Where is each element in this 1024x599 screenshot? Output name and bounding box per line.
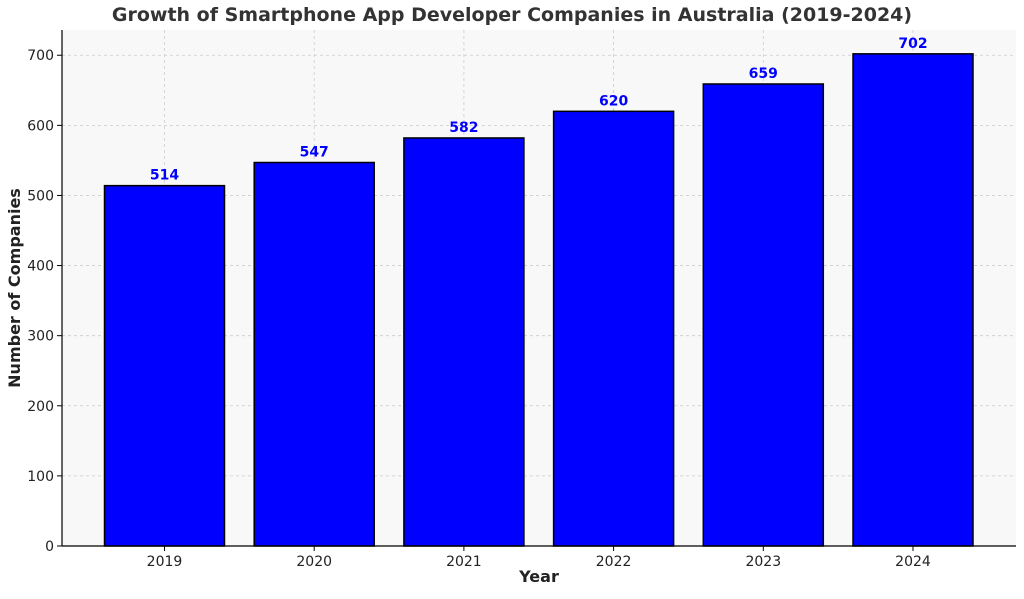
x-tick-label: 2020 — [296, 554, 332, 570]
bar-2019 — [103, 184, 226, 547]
x-tick-label: 2019 — [147, 554, 183, 570]
bar-2020 — [253, 161, 375, 547]
y-tick-label: 400 — [27, 259, 54, 275]
data-label-2023: 659 — [749, 66, 778, 82]
data-label-2022: 620 — [599, 93, 628, 109]
chart-title: Growth of Smartphone App Developer Compa… — [111, 4, 913, 26]
y-tick-label: 0 — [45, 539, 54, 555]
x-tick-label: 2024 — [895, 554, 931, 570]
data-label-2020: 547 — [300, 145, 329, 161]
bar-2022 — [552, 110, 675, 547]
y-tick-label: 600 — [27, 118, 54, 134]
x-tick-label: 2022 — [596, 554, 632, 570]
bar-2021 — [403, 137, 525, 547]
data-label-2021: 582 — [449, 120, 478, 136]
y-tick-label: 300 — [27, 329, 54, 345]
y-tick-label: 500 — [27, 188, 54, 204]
data-label-2019: 514 — [150, 168, 179, 184]
x-axis-label: Year — [519, 567, 559, 586]
y-axis-label: Number of Companies — [5, 188, 24, 388]
bar-2024 — [852, 53, 974, 547]
y-tick-label: 100 — [27, 469, 54, 485]
x-tick-label: 2021 — [446, 554, 482, 570]
bar-2023 — [702, 83, 825, 547]
y-tick-label: 200 — [27, 399, 54, 415]
x-tick-label: 2023 — [745, 554, 781, 570]
data-label-2024: 702 — [898, 36, 927, 52]
y-tick-label: 700 — [27, 48, 54, 64]
